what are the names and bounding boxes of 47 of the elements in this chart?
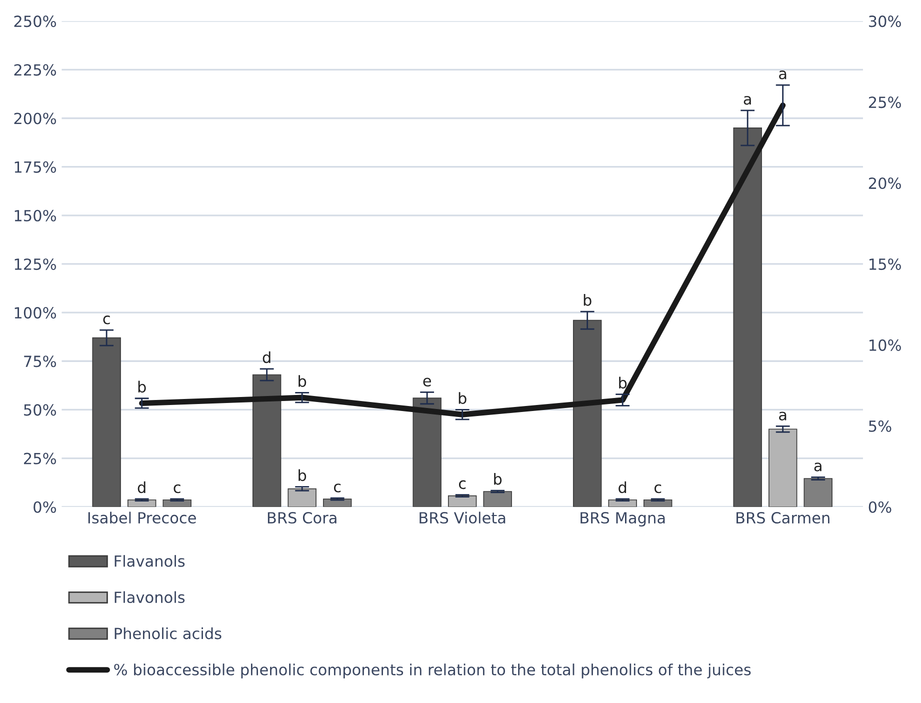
y2-tick-label: 10% bbox=[870, 339, 901, 351]
data-label: e bbox=[423, 378, 431, 386]
data-label: b bbox=[298, 375, 306, 387]
data-label: c bbox=[654, 484, 662, 494]
data-label: a bbox=[744, 96, 751, 105]
data-label: d bbox=[262, 351, 270, 364]
y-tick-label: 50% bbox=[24, 404, 56, 416]
data-label: c bbox=[103, 316, 110, 324]
data-label: d bbox=[618, 481, 626, 494]
data-label: c bbox=[174, 484, 180, 494]
y-tick-label: 125% bbox=[14, 258, 56, 270]
y-tick-label: 150% bbox=[14, 210, 56, 222]
y-tick-label: 225% bbox=[14, 64, 56, 76]
legend-label: Flavanols bbox=[114, 555, 185, 567]
data-label: b bbox=[138, 380, 146, 393]
y-tick-label: 175% bbox=[14, 161, 56, 173]
data-label: a bbox=[814, 462, 822, 472]
data-label: d bbox=[138, 481, 146, 494]
x-tick-label: Isabel Precoce bbox=[88, 512, 196, 524]
legend-label: Phenolic acids bbox=[114, 627, 222, 640]
x-tick-label: BRS Magna bbox=[580, 512, 665, 527]
y2-tick-label: 0% bbox=[868, 501, 892, 513]
data-label: b bbox=[584, 294, 592, 306]
y-tick-label: 25% bbox=[24, 452, 56, 464]
y-tick-label: 75% bbox=[24, 356, 56, 368]
y2-tick-label: 5% bbox=[869, 420, 892, 432]
data-label: c bbox=[334, 484, 341, 492]
y-tick-label: 100% bbox=[14, 307, 56, 319]
data-label: b bbox=[298, 469, 306, 482]
x-tick-label: BRS Cora bbox=[268, 512, 336, 524]
y2-tick-label: 20% bbox=[868, 177, 901, 190]
x-tick-label: BRS Violeta bbox=[420, 512, 506, 524]
y-tick-label: 0% bbox=[34, 501, 56, 513]
data-label: c bbox=[458, 480, 466, 490]
y2-tick-label: 25% bbox=[868, 96, 901, 108]
data-label: b bbox=[494, 472, 502, 485]
data-label: a bbox=[779, 412, 786, 420]
y2-tick-label: 15% bbox=[870, 258, 901, 270]
y-tick-label: 200% bbox=[14, 112, 56, 124]
legend-label: Flavonols bbox=[114, 591, 185, 604]
legend-label: % bioaccessible phenolic components in relation to the total phenolics of the juices bbox=[114, 664, 751, 678]
data-label: b bbox=[619, 376, 627, 389]
x-tick-label: BRS Carmen bbox=[736, 512, 830, 524]
data-label: a bbox=[779, 70, 786, 80]
y-tick-label: 250% bbox=[14, 16, 56, 28]
y2-tick-label: 30% bbox=[869, 16, 901, 28]
data-label: b bbox=[458, 392, 466, 404]
